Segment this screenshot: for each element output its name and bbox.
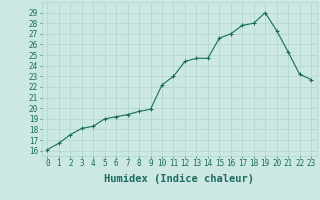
X-axis label: Humidex (Indice chaleur): Humidex (Indice chaleur): [104, 174, 254, 184]
